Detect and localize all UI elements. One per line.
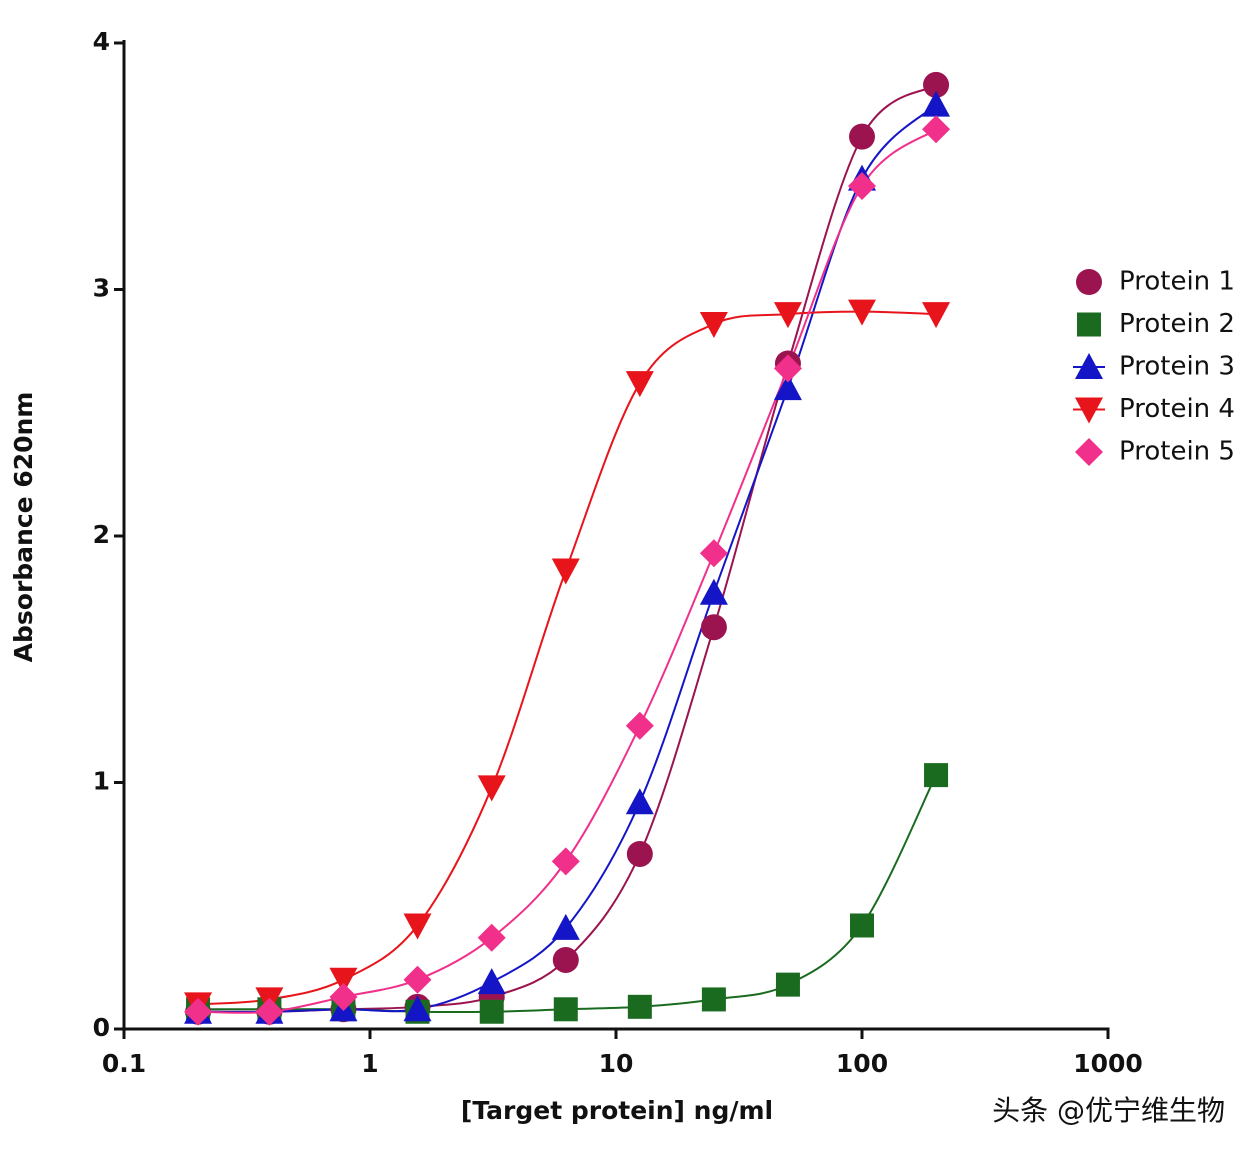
data-point	[699, 539, 728, 568]
data-point	[848, 171, 876, 200]
data-point	[850, 913, 874, 938]
data-point	[923, 71, 950, 98]
data-point	[922, 115, 951, 144]
legend-marker	[1076, 269, 1102, 295]
data-point	[773, 374, 802, 401]
watermark: 头条 @优宁维生物	[992, 1094, 1225, 1127]
data-point	[701, 987, 726, 1012]
data-point	[477, 923, 506, 952]
data-point	[403, 965, 432, 994]
data-point	[773, 302, 802, 329]
data-point	[551, 847, 580, 876]
data-point	[700, 614, 727, 641]
data-point	[625, 711, 654, 740]
legend-marker	[1075, 397, 1103, 424]
legend-label: Protein 3	[1119, 352, 1235, 382]
data-point	[255, 997, 284, 1026]
y-tick-label: 1	[93, 767, 110, 796]
data-point	[625, 788, 654, 815]
data-point	[551, 913, 580, 940]
legend-marker	[1075, 438, 1103, 466]
y-axis-label: Absorbance 620nm	[9, 392, 38, 663]
data-point	[625, 371, 654, 398]
data-point	[477, 968, 506, 995]
x-tick-label: 100	[836, 1049, 888, 1078]
data-point	[924, 763, 949, 788]
data-point	[626, 840, 653, 867]
data-point	[329, 967, 358, 994]
legend-label: Protein 2	[1119, 309, 1235, 339]
x-tick-label: 10	[599, 1049, 634, 1078]
legend-label: Protein 5	[1119, 437, 1235, 467]
data-point	[551, 558, 580, 585]
y-tick-label: 0	[93, 1013, 110, 1042]
legend-label: Protein 1	[1119, 267, 1235, 297]
data-point	[552, 946, 579, 973]
data-point	[699, 578, 728, 605]
data-point	[627, 994, 652, 1019]
legend-marker	[1075, 353, 1103, 379]
data-point	[775, 972, 800, 997]
x-tick-label: 1	[361, 1049, 378, 1078]
data-point	[477, 775, 506, 802]
x-tick-label: 1000	[1073, 1049, 1143, 1078]
data-point	[849, 123, 875, 150]
data-point	[184, 997, 213, 1026]
y-tick-label: 3	[93, 274, 110, 303]
legend-label: Protein 4	[1119, 394, 1235, 424]
y-tick-label: 2	[93, 520, 110, 549]
data-point	[329, 982, 358, 1011]
y-tick-label: 4	[93, 27, 110, 56]
data-point	[922, 90, 951, 117]
x-axis-label: [Target protein] ng/ml	[461, 1096, 773, 1125]
data-point	[922, 302, 951, 329]
data-point	[403, 913, 432, 940]
x-tick-label: 0.1	[102, 1049, 146, 1078]
data-point	[403, 995, 432, 1022]
data-point	[848, 299, 876, 326]
legend-marker	[1077, 312, 1101, 337]
data-point	[479, 999, 504, 1024]
data-point	[553, 997, 578, 1022]
data-point	[773, 354, 802, 383]
data-point	[699, 312, 728, 339]
